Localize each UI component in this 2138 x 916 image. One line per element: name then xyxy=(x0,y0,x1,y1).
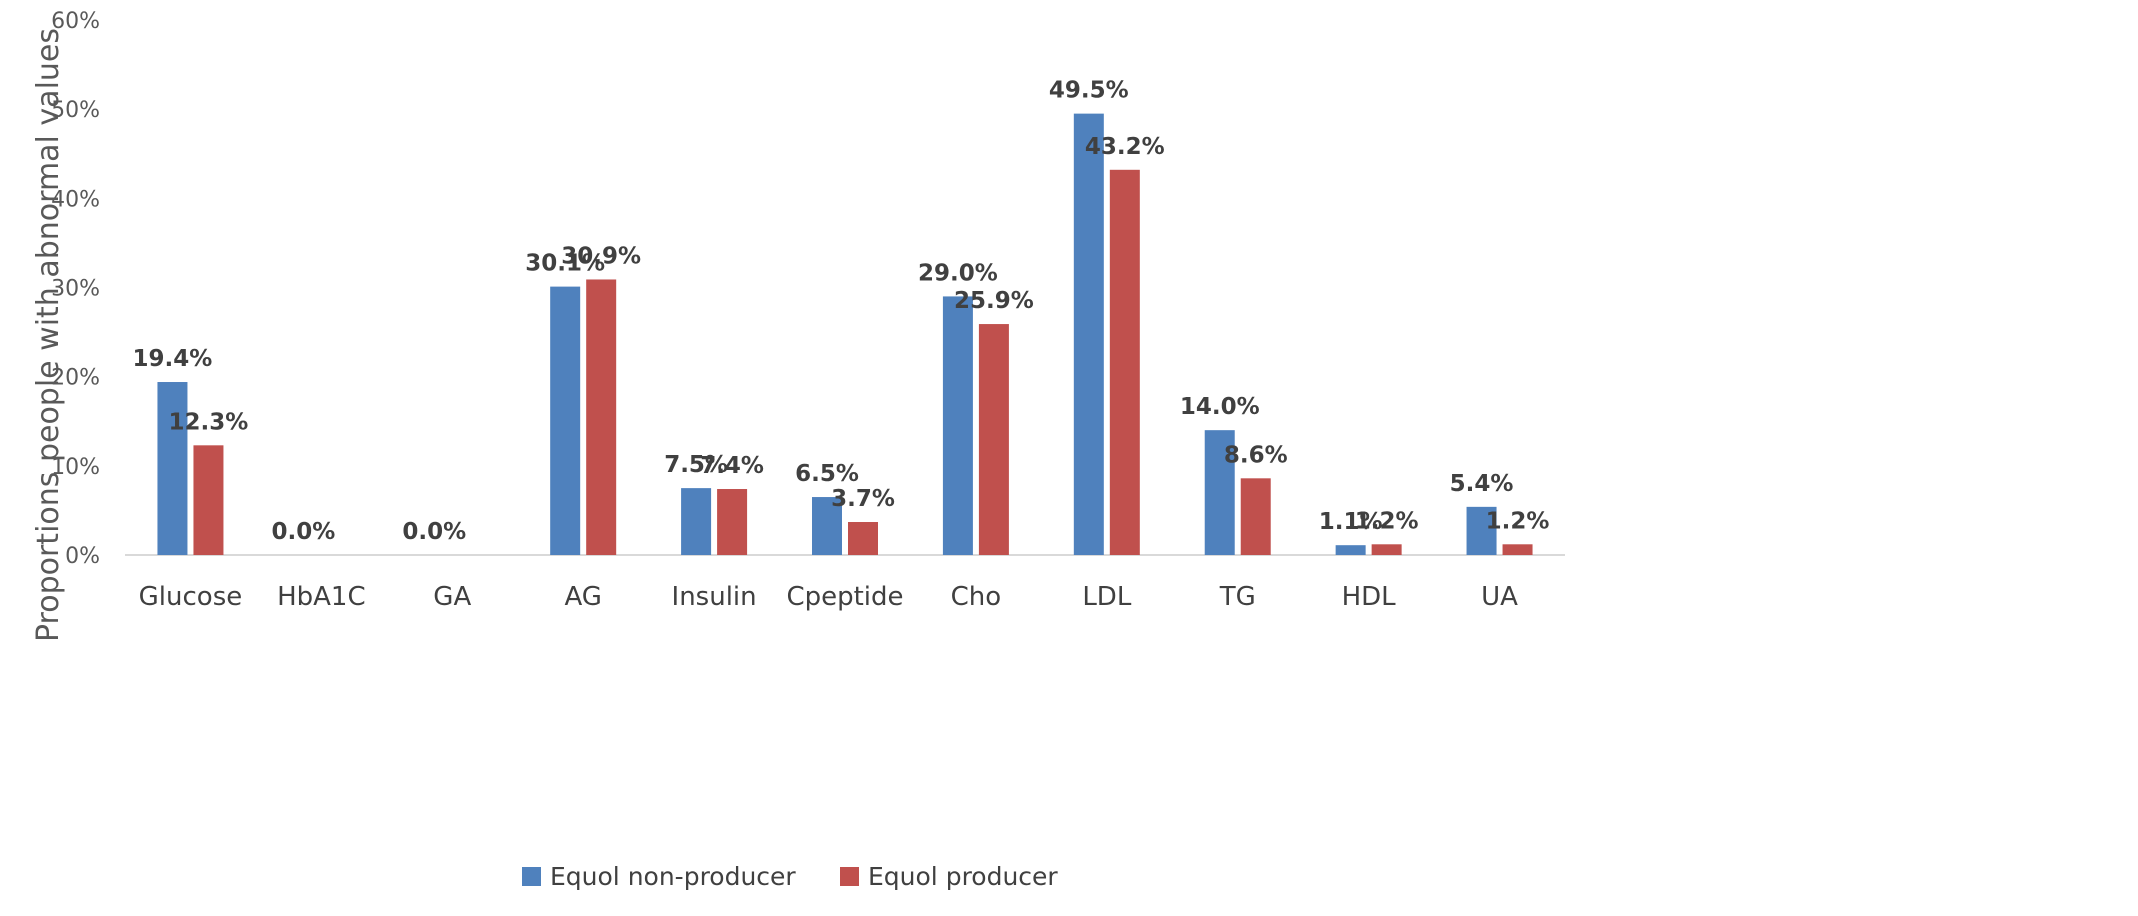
data-label: 1.2% xyxy=(1486,508,1550,534)
y-tick-label: 50% xyxy=(51,98,100,123)
data-label: 25.9% xyxy=(954,288,1034,314)
data-label: 1.2% xyxy=(1355,508,1419,534)
bars xyxy=(157,113,1533,556)
data-label: 0.0% xyxy=(271,519,335,545)
bar-non-producer xyxy=(681,488,712,555)
bar-producer xyxy=(848,522,878,555)
legend: Equol non-producer Equol producer xyxy=(522,862,1058,891)
y-tick-label: 20% xyxy=(51,366,100,391)
data-label: 8.6% xyxy=(1224,442,1288,468)
bar-producer xyxy=(717,489,748,555)
data-label: 7.5% xyxy=(664,452,728,478)
data-label: 30.9% xyxy=(561,243,641,269)
data-label: 43.2% xyxy=(1085,134,1165,160)
data-label: 49.5% xyxy=(1049,78,1129,104)
data-label: 29.0% xyxy=(918,260,998,286)
bar-producer xyxy=(1371,544,1402,555)
bar-non-producer xyxy=(1204,430,1235,555)
data-label: 12.3% xyxy=(169,409,249,435)
category-label: AG xyxy=(564,582,601,612)
category-label: Glucose xyxy=(139,582,243,612)
bar-producer xyxy=(1502,544,1533,555)
category-label: LDL xyxy=(1082,582,1132,612)
data-label: 19.4% xyxy=(133,346,213,372)
legend-label-non-producer: Equol non-producer xyxy=(550,862,796,891)
y-tick-label: 40% xyxy=(51,187,100,212)
bar-non-producer xyxy=(942,296,973,555)
data-labels: 19.4% 12.3% 0.0% 0.0% 30.1%30.9% 7.5%7.4% 6.5%… xyxy=(133,78,1550,545)
data-label: 14.0% xyxy=(1180,394,1260,420)
y-axis-ticks: 0% 10% 20% 30% 40% 50% 60% xyxy=(51,9,100,569)
data-label: 1.1% xyxy=(1319,509,1383,535)
legend-swatch-producer xyxy=(840,867,859,886)
category-label: Insulin xyxy=(672,582,757,612)
bar-non-producer xyxy=(157,382,188,555)
y-tick-label: 60% xyxy=(51,9,100,34)
category-label: UA xyxy=(1481,582,1518,612)
category-label: Cho xyxy=(951,582,1002,612)
data-label: 7.4% xyxy=(700,453,764,479)
data-label: 5.4% xyxy=(1450,471,1514,497)
data-label: 3.7% xyxy=(831,486,895,512)
bar-producer xyxy=(193,445,224,555)
category-labels: Glucose HbA1C GA AG Insulin Cpeptide Cho LDL TG H… xyxy=(139,582,1519,612)
y-tick-label: 30% xyxy=(51,277,100,302)
legend-swatch-non-producer xyxy=(522,867,541,886)
y-axis-label: Proportions people with abnormal values xyxy=(31,28,66,642)
bar-non-producer xyxy=(1073,113,1104,555)
y-tick-label: 10% xyxy=(51,455,100,480)
data-label: 0.0% xyxy=(402,519,466,545)
y-tick-label: 0% xyxy=(65,544,100,569)
bar-producer xyxy=(586,279,617,555)
bar-producer xyxy=(1109,169,1140,556)
data-label: 30.1% xyxy=(525,251,605,277)
bar-non-producer xyxy=(812,497,842,555)
bar-non-producer xyxy=(1335,545,1366,555)
category-label: TG xyxy=(1219,582,1256,612)
category-label: HbA1C xyxy=(277,582,366,612)
category-label: Cpeptide xyxy=(786,582,903,612)
data-label: 6.5% xyxy=(795,461,859,487)
category-label: HDL xyxy=(1342,582,1397,612)
legend-label-producer: Equol producer xyxy=(868,862,1058,891)
bar-non-producer xyxy=(1466,506,1497,555)
bar-non-producer xyxy=(550,286,581,555)
bar-producer xyxy=(1240,478,1271,555)
category-label: GA xyxy=(433,582,471,612)
bar-producer xyxy=(978,324,1009,555)
